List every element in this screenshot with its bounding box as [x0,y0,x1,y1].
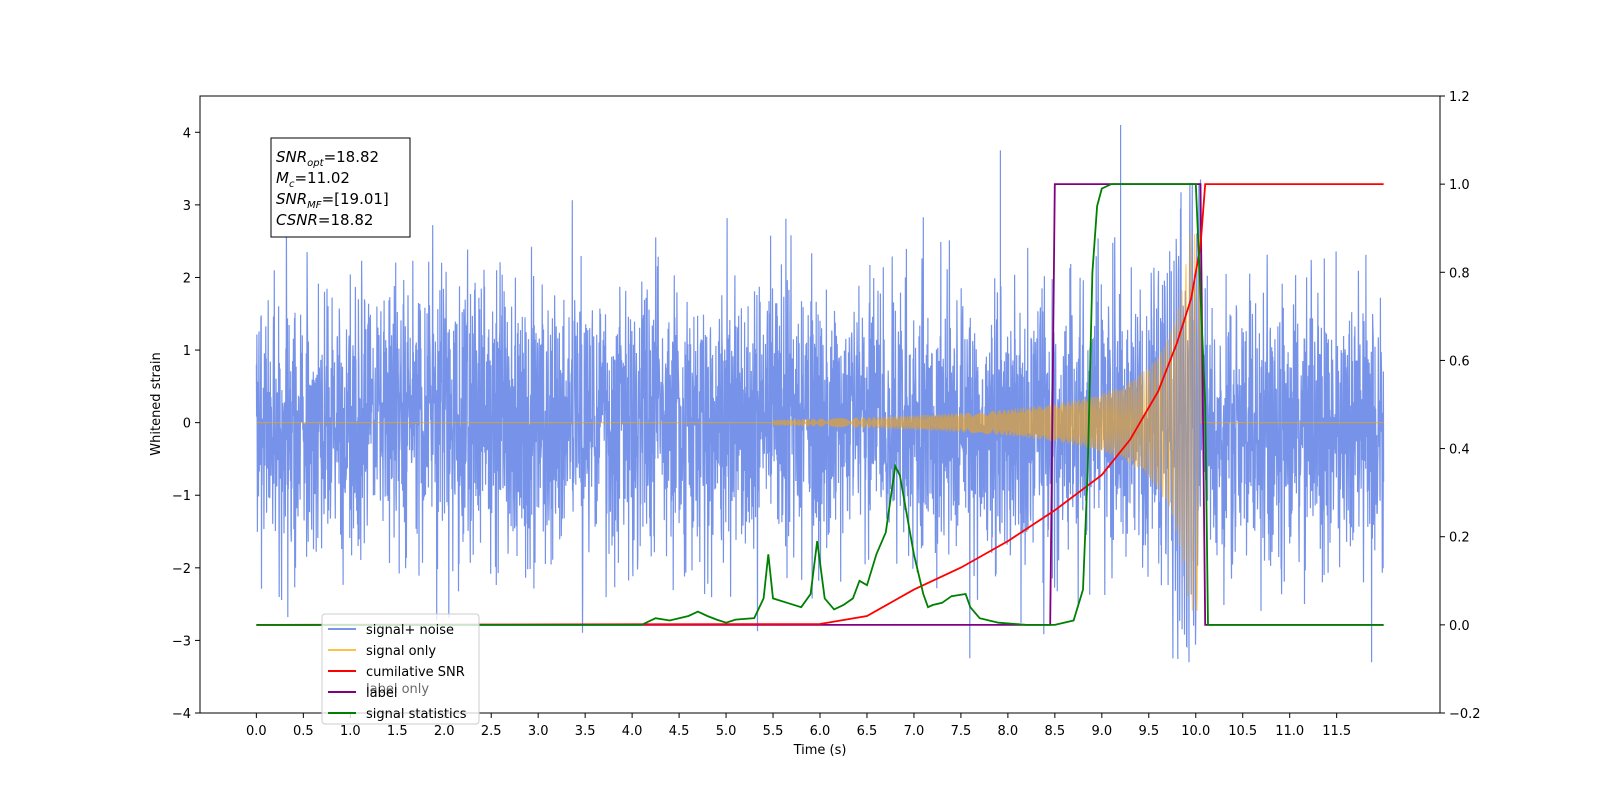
y-axis-left: −4 −3 −2 −1 0 1 2 3 4 [172,126,200,722]
series-signal-noise [255,125,1385,663]
series-signal-statistics [256,183,1384,626]
x-tick-label: 7.5 [951,724,972,739]
y2-tick-label: 0.2 [1449,531,1470,546]
x-tick-label: 5.5 [763,724,784,739]
x-tick-label: 1.0 [340,724,361,739]
legend: label only signal+ noise signal only cumila… [321,613,480,725]
x-tick-label: 8.0 [998,724,1019,739]
x-tick-label: 0.5 [293,724,314,739]
x-axis: 0.0 0.5 1.0 1.5 2.0 2.5 3.0 3.5 4.0 4.5 5.0 5.5 6.0 6… [246,713,1351,739]
x-tick-label: 0.0 [246,724,267,739]
y-tick-label: −2 [172,562,191,577]
info-line: CSNR=18.82 [276,211,373,229]
legend-label: label [366,686,397,701]
x-tick-label: 9.5 [1138,724,1159,739]
y-axis-right: −0.2 0.0 0.2 0.4 0.6 0.8 1.0 1.2 [1440,90,1481,722]
y2-tick-label: 0.6 [1449,354,1470,369]
y2-tick-label: 1.2 [1449,90,1470,105]
legend-label: cumilative SNR [366,665,465,680]
y-tick-label: 4 [183,126,191,141]
y-axis-title: Whitened strain [149,352,164,455]
y2-tick-label: 0.0 [1449,619,1470,634]
y-tick-label: −1 [172,489,191,504]
x-tick-label: 6.5 [857,724,878,739]
y2-tick-label: 0.8 [1449,266,1470,281]
x-tick-label: 1.5 [387,724,408,739]
x-tick-label: 4.0 [622,724,643,739]
x-axis-title: Time (s) [793,743,847,758]
x-tick-label: 2.0 [434,724,455,739]
legend-label: signal+ noise [366,623,454,638]
x-tick-label: 4.5 [669,724,690,739]
x-tick-label: 9.0 [1091,724,1112,739]
x-tick-label: 10.5 [1228,724,1257,739]
series-cumulative-snr [256,183,1384,626]
y-tick-label: 0 [183,417,191,432]
x-tick-label: 3.5 [575,724,596,739]
y-tick-label: 2 [183,271,191,286]
x-tick-label: 7.0 [904,724,925,739]
y-tick-label: 1 [183,344,191,359]
info-line: Mc=11.02 [276,169,350,190]
x-tick-label: 8.5 [1045,724,1066,739]
x-tick-label: 11.5 [1322,724,1351,739]
x-tick-label: 2.5 [481,724,502,739]
y-tick-label: −4 [172,707,191,722]
y2-tick-label: 0.4 [1449,443,1470,458]
x-tick-label: 3.0 [528,724,549,739]
plot-area [255,125,1385,663]
info-box: SNRopt=18.82Mc=11.02SNRMF=[19.01]CSNR=18… [270,137,411,238]
x-tick-label: 11.0 [1275,724,1304,739]
y2-tick-label: 1.0 [1449,178,1470,193]
y-tick-label: −3 [172,634,191,649]
info-line: SNRopt=18.82 [276,148,379,169]
x-tick-label: 6.0 [810,724,831,739]
legend-frame [321,613,480,725]
info-box-frame [270,137,411,238]
legend-hidden-text: label only [366,682,429,697]
series-signal-only [256,233,1384,611]
x-tick-label: 10.0 [1181,724,1210,739]
y-tick-label: 3 [183,199,191,214]
legend-label: signal only [366,644,436,659]
x-tick-label: 5.0 [716,724,737,739]
y2-tick-label: −0.2 [1449,707,1481,722]
legend-label: signal statistics [366,707,467,722]
info-line: SNRMF=[19.01] [276,190,389,211]
